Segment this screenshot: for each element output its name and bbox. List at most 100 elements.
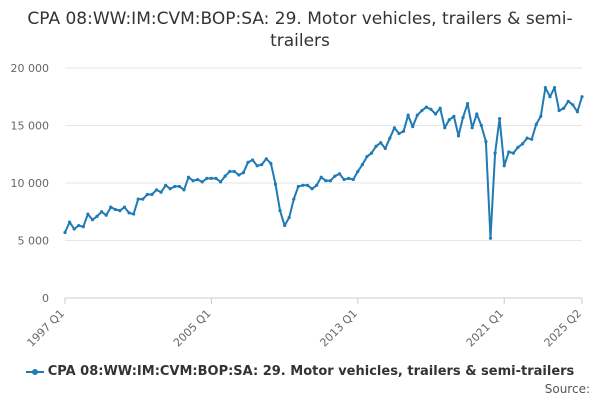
data-point[interactable] xyxy=(525,136,529,140)
data-point[interactable] xyxy=(95,214,99,218)
data-point[interactable] xyxy=(475,112,479,116)
data-point[interactable] xyxy=(461,115,465,120)
data-point[interactable] xyxy=(447,118,451,122)
data-point[interactable] xyxy=(484,140,488,144)
data-point[interactable] xyxy=(283,223,287,228)
data-point[interactable] xyxy=(360,163,364,167)
data-point[interactable] xyxy=(67,220,72,224)
data-point[interactable] xyxy=(337,172,342,176)
data-point[interactable] xyxy=(530,137,534,141)
data-point[interactable] xyxy=(452,114,456,118)
data-point[interactable] xyxy=(571,103,575,107)
data-point[interactable] xyxy=(347,176,351,180)
data-point[interactable] xyxy=(136,197,140,201)
data-point[interactable] xyxy=(388,136,392,140)
data-point[interactable] xyxy=(305,183,310,187)
data-point[interactable] xyxy=(324,179,328,183)
data-point[interactable] xyxy=(196,177,200,182)
data-point[interactable] xyxy=(214,176,218,180)
data-point[interactable] xyxy=(552,85,557,90)
data-point[interactable] xyxy=(443,126,447,130)
data-point[interactable] xyxy=(401,129,406,133)
data-point[interactable] xyxy=(392,126,397,130)
data-point[interactable] xyxy=(516,145,520,149)
data-point[interactable] xyxy=(397,131,401,136)
data-point[interactable] xyxy=(287,215,291,220)
data-point[interactable] xyxy=(150,192,154,197)
data-point[interactable] xyxy=(415,113,419,117)
data-point[interactable] xyxy=(296,184,300,189)
data-point[interactable] xyxy=(77,223,81,228)
data-point[interactable] xyxy=(319,175,323,179)
data-point[interactable] xyxy=(173,184,177,189)
legend[interactable]: CPA 08:WW:IM:CVM:BOP:SA: 29. Motor vehic… xyxy=(0,364,600,379)
data-point[interactable] xyxy=(562,106,566,110)
data-point[interactable] xyxy=(493,151,497,155)
data-point[interactable] xyxy=(429,107,433,111)
data-point[interactable] xyxy=(365,154,369,159)
data-point[interactable] xyxy=(310,187,314,191)
data-point[interactable] xyxy=(141,197,145,201)
data-point[interactable] xyxy=(292,197,296,201)
data-point[interactable] xyxy=(200,180,204,184)
data-point[interactable] xyxy=(186,175,191,179)
data-point[interactable] xyxy=(177,184,181,189)
data-point[interactable] xyxy=(269,161,273,166)
data-point[interactable] xyxy=(250,158,255,162)
data-point[interactable] xyxy=(90,218,95,222)
data-point[interactable] xyxy=(100,210,104,214)
data-point[interactable] xyxy=(466,102,470,106)
data-point[interactable] xyxy=(122,205,127,209)
data-point[interactable] xyxy=(154,188,159,192)
data-point[interactable] xyxy=(557,108,561,113)
data-point[interactable] xyxy=(72,227,76,231)
data-point[interactable] xyxy=(182,188,186,192)
data-point[interactable] xyxy=(369,151,374,155)
data-point[interactable] xyxy=(191,179,195,183)
data-point[interactable] xyxy=(113,207,117,212)
data-point[interactable] xyxy=(86,212,90,216)
data-point[interactable] xyxy=(502,164,506,168)
data-point[interactable] xyxy=(232,169,236,174)
data-point[interactable] xyxy=(342,177,346,182)
data-point[interactable] xyxy=(411,125,415,129)
data-point[interactable] xyxy=(488,236,493,240)
data-point[interactable] xyxy=(205,176,209,180)
data-point[interactable] xyxy=(575,110,580,114)
series-line-group[interactable] xyxy=(63,85,584,240)
data-point[interactable] xyxy=(534,122,538,126)
data-point[interactable] xyxy=(264,157,268,161)
series-line[interactable] xyxy=(64,86,583,240)
data-point[interactable] xyxy=(223,174,227,178)
data-point[interactable] xyxy=(81,225,85,229)
data-point[interactable] xyxy=(301,183,305,187)
data-point[interactable] xyxy=(498,117,502,121)
data-point[interactable] xyxy=(132,212,136,216)
data-point[interactable] xyxy=(104,213,108,217)
data-point[interactable] xyxy=(539,114,543,118)
data-point[interactable] xyxy=(118,209,122,213)
data-point[interactable] xyxy=(520,142,525,146)
data-point[interactable] xyxy=(159,190,163,194)
data-point[interactable] xyxy=(255,164,259,168)
data-point[interactable] xyxy=(383,146,387,151)
data-point[interactable] xyxy=(479,123,483,128)
data-point[interactable] xyxy=(470,126,474,130)
data-point[interactable] xyxy=(333,174,337,178)
data-point[interactable] xyxy=(580,95,584,99)
data-point[interactable] xyxy=(424,105,429,109)
data-point[interactable] xyxy=(511,151,515,155)
data-point[interactable] xyxy=(145,192,149,197)
data-point[interactable] xyxy=(164,183,168,187)
data-point[interactable] xyxy=(379,141,383,145)
data-point[interactable] xyxy=(218,180,223,184)
data-point[interactable] xyxy=(406,113,410,117)
data-point[interactable] xyxy=(209,176,214,180)
data-point[interactable] xyxy=(548,95,552,99)
data-point[interactable] xyxy=(374,144,378,148)
data-point[interactable] xyxy=(109,205,113,209)
data-point[interactable] xyxy=(168,187,172,191)
data-point[interactable] xyxy=(273,182,278,186)
data-point[interactable] xyxy=(328,179,332,183)
data-point[interactable] xyxy=(237,173,241,177)
